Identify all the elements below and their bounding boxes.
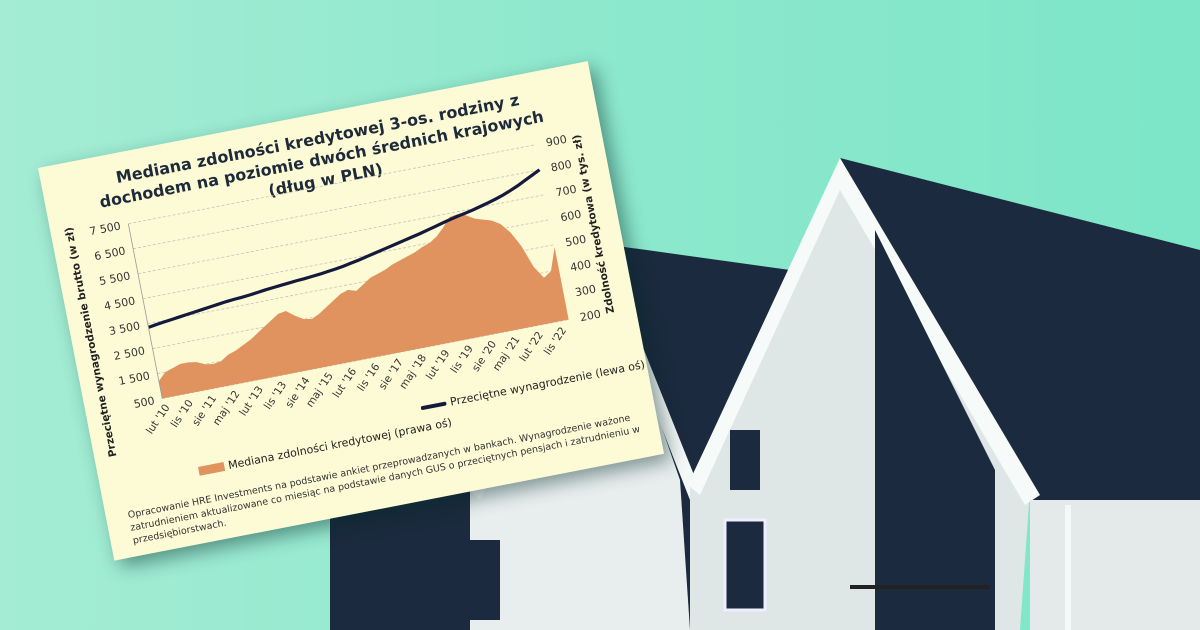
- x-tick-label: maj '21: [491, 334, 523, 373]
- right-tick-label: 900: [545, 133, 568, 150]
- window-upper: [730, 430, 760, 490]
- left-tick-label: 4 500: [103, 294, 136, 313]
- right-tick-label: 600: [559, 208, 582, 225]
- gridline: [128, 144, 535, 225]
- gridline: [133, 169, 540, 250]
- x-tick-label: lut '22: [517, 330, 546, 364]
- left-tick-label: 5 500: [98, 269, 131, 288]
- x-tick-label: lut '19: [424, 348, 453, 382]
- left-tick-label: 7 500: [88, 219, 121, 238]
- x-tick-label: lis '22: [542, 325, 569, 357]
- x-tick-label: maj '18: [397, 352, 429, 391]
- right-tick-label: 800: [550, 158, 573, 175]
- right-tick-label: 500: [564, 233, 587, 250]
- x-tick-label: lis '16: [355, 361, 382, 394]
- right-tick-label: 400: [569, 258, 592, 275]
- x-tick-label: lis '13: [262, 379, 289, 411]
- chart-plot: 200 500 300 1 500 400 2 500 500 3 500 600 4 500 70…: [63, 133, 617, 458]
- wall-extension: [1030, 500, 1200, 630]
- left-tick-label: 1 500: [117, 369, 150, 388]
- left-tick-label: 500: [133, 394, 156, 411]
- gable-trim-right: [688, 158, 1040, 505]
- x-tick-label: maj '12: [211, 389, 243, 428]
- left-tick-label: 2 500: [113, 344, 146, 363]
- left-tick-label: 3 500: [108, 319, 141, 338]
- downpipe: [1065, 505, 1071, 630]
- right-tick-label: 300: [574, 282, 597, 299]
- roof-right: [840, 158, 1200, 500]
- x-tick-label: lis '19: [449, 343, 476, 375]
- chart-card: Mediana zdolności kredytowej 3-os. rodzi…: [38, 61, 665, 561]
- x-tick-label: lut '13: [237, 384, 266, 418]
- window-left: [470, 540, 500, 620]
- left-tick-label: 6 500: [93, 244, 126, 263]
- area-series: [158, 214, 569, 399]
- gable-dark-right: [875, 230, 995, 630]
- right-tick-label: 200: [579, 307, 602, 324]
- legend-swatch-line: [420, 400, 447, 410]
- left-axis: [127, 223, 163, 399]
- x-tick-label: lut '16: [331, 366, 360, 401]
- x-tick-label: lis '10: [169, 398, 196, 430]
- x-tick-label: maj '15: [304, 370, 336, 409]
- line-series: [147, 168, 541, 329]
- window-right: [723, 518, 767, 612]
- balcony-rail: [850, 585, 990, 589]
- right-tick-label: 700: [555, 183, 578, 200]
